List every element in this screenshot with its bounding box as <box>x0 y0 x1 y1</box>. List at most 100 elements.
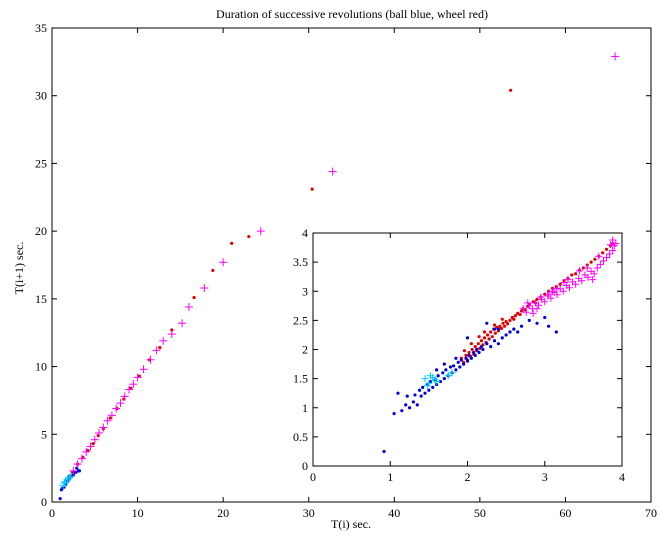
data-point <box>456 360 460 364</box>
data-point <box>581 266 585 270</box>
data-point <box>500 336 504 340</box>
y-tick-label: 0.5 <box>293 430 308 444</box>
data-point <box>469 342 473 346</box>
data-point <box>508 318 512 322</box>
data-point <box>543 315 547 320</box>
data-point <box>477 335 481 339</box>
data-point <box>108 416 112 420</box>
data-point <box>219 258 228 267</box>
y-tick-label: 35 <box>35 21 47 35</box>
data-point <box>328 167 337 176</box>
data-point <box>516 330 520 334</box>
data-point <box>418 388 422 392</box>
data-point <box>82 447 91 456</box>
data-point <box>504 333 508 337</box>
data-point <box>77 469 81 473</box>
data-point <box>407 406 412 410</box>
data-point <box>589 260 593 264</box>
data-point <box>431 385 435 389</box>
data-point <box>583 264 591 272</box>
data-point <box>492 339 497 343</box>
data-point <box>481 347 485 352</box>
data-point <box>590 270 598 278</box>
y-tick-label: 20 <box>35 224 47 238</box>
data-point <box>574 272 578 276</box>
data-point <box>247 234 251 239</box>
data-point <box>559 287 567 295</box>
data-point <box>454 368 458 372</box>
y-tick-label: 3 <box>302 284 308 298</box>
data-point <box>63 475 72 484</box>
data-point <box>125 385 134 394</box>
data-point <box>593 264 601 272</box>
data-point <box>499 326 504 331</box>
data-point <box>524 299 532 307</box>
data-point <box>438 379 443 384</box>
data-point <box>535 297 539 302</box>
data-point <box>442 362 446 366</box>
data-point <box>529 309 537 317</box>
data-point <box>435 368 439 372</box>
data-point <box>133 373 142 382</box>
y-tick-label: 2 <box>302 343 308 357</box>
y-tick-label: 1.5 <box>293 372 308 386</box>
data-point <box>545 290 553 298</box>
data-point <box>469 356 473 360</box>
x-tick-label: 0 <box>310 470 316 484</box>
data-point <box>479 339 484 343</box>
x-tick-label: 70 <box>645 506 657 520</box>
y-tick-label: 2.5 <box>293 313 308 327</box>
data-point <box>609 246 617 254</box>
data-point <box>606 250 614 258</box>
data-point <box>492 327 497 331</box>
data-point <box>211 268 215 273</box>
data-point <box>159 336 168 345</box>
data-point <box>444 372 452 380</box>
data-point <box>382 449 386 454</box>
inset-plot-frame <box>312 232 623 467</box>
data-point <box>576 267 584 275</box>
data-point <box>599 257 607 265</box>
data-point <box>570 273 574 277</box>
data-point <box>522 308 530 316</box>
data-point <box>400 409 404 413</box>
data-point <box>527 318 531 322</box>
data-point <box>593 257 597 261</box>
data-point <box>541 298 549 306</box>
data-point <box>66 472 75 481</box>
data-point <box>589 276 597 284</box>
data-point <box>158 346 162 350</box>
data-point <box>467 350 471 355</box>
data-point <box>518 312 522 317</box>
data-point <box>477 350 481 355</box>
data-point <box>116 399 125 408</box>
data-point <box>604 247 609 251</box>
data-point <box>595 252 603 260</box>
data-point <box>184 302 193 311</box>
data-point <box>423 391 427 395</box>
data-point <box>256 227 265 236</box>
data-point <box>612 239 620 247</box>
data-point <box>436 374 440 378</box>
data-point <box>86 442 95 451</box>
data-point <box>504 319 508 324</box>
data-point <box>485 342 489 346</box>
data-point <box>61 477 70 486</box>
data-point <box>152 346 161 355</box>
y-tick-label: 5 <box>41 427 47 441</box>
data-point <box>465 359 470 363</box>
data-point <box>413 393 417 397</box>
y-tick-label: 1 <box>302 401 308 415</box>
data-point <box>496 327 500 331</box>
data-point <box>525 302 533 310</box>
y-tick-label: 4 <box>302 226 308 240</box>
data-point <box>498 324 502 328</box>
data-point <box>137 374 141 378</box>
data-point <box>487 337 491 341</box>
data-point <box>421 385 425 389</box>
data-point <box>501 321 505 325</box>
data-point <box>58 497 62 501</box>
data-point <box>415 403 419 407</box>
